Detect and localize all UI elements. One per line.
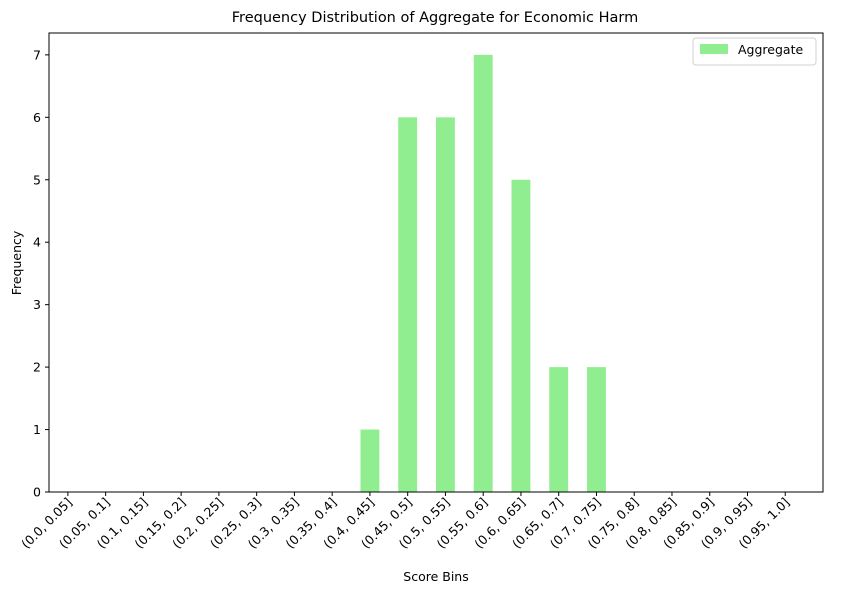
legend-label: Aggregate [738,42,803,57]
y-axis-label: Frequency [9,230,24,295]
bar-11 [473,54,493,493]
bar-9 [398,117,418,492]
x-axis: (0.0, 0.05](0.05, 0.1](0.1, 0.15](0.15, … [18,492,792,551]
plot-frame [48,32,824,493]
y-tick-label-6: 6 [33,110,41,125]
bar-12 [511,179,531,492]
bar-8 [360,429,380,492]
bar-10 [436,117,455,492]
legend-swatch [700,44,728,54]
y-tick-label-3: 3 [33,297,41,312]
bars-group [360,54,606,493]
chart-title: Frequency Distribution of Aggregate for … [232,10,638,26]
legend: Aggregate [692,37,817,66]
y-tick-label-2: 2 [33,360,41,375]
y-tick-label-0: 0 [33,485,41,500]
y-axis: 0 1 2 3 4 5 6 7 [33,47,49,500]
bar-13 [549,367,569,492]
bar-14 [587,367,606,492]
y-tick-label-4: 4 [33,235,41,250]
y-tick-label-1: 1 [33,422,41,437]
x-axis-label: Score Bins [403,569,468,584]
y-tick-label-7: 7 [33,47,41,62]
y-tick-label-5: 5 [33,172,41,187]
